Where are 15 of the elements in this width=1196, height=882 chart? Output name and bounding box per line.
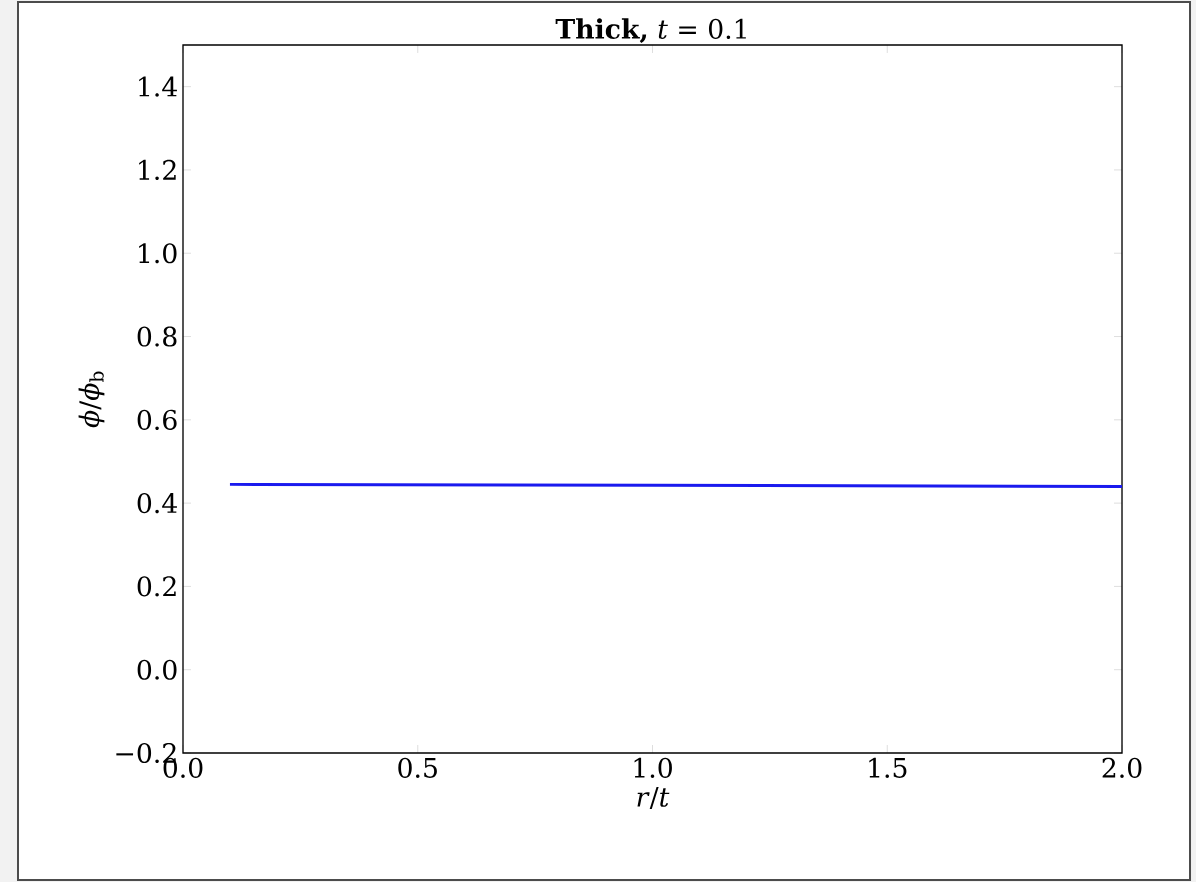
y-tick-label: 0.4 — [137, 493, 177, 514]
chart-title: Thick, t = 0.1 — [555, 18, 746, 43]
y-tick-label: 1.0 — [139, 243, 177, 264]
y-tick-label: 0.2 — [137, 576, 176, 597]
y-axis-title: ϕ/ϕ$_{b}$ — [78, 371, 105, 428]
y-tick-label: 1.2 — [139, 159, 176, 181]
y-tick-label: 0.0 — [137, 659, 177, 680]
y-tick-label: 0.6 — [137, 409, 177, 430]
x-tick-label: 2.0 — [1102, 757, 1142, 778]
x-tick-label: 1.0 — [634, 757, 672, 778]
y-tick-label: 1.4 — [139, 76, 177, 97]
y-tick-label: 0.8 — [137, 326, 177, 347]
x-tick-label: 1.5 — [869, 757, 907, 778]
x-axis-title: r/t — [637, 787, 670, 809]
x-tick-label: 0.5 — [398, 757, 437, 778]
